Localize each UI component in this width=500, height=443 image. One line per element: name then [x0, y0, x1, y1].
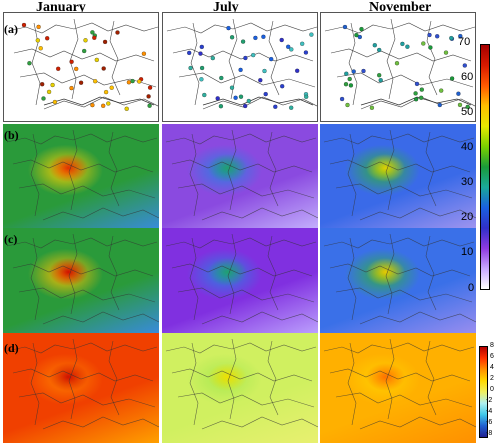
colorbar-main-tick: 0 — [468, 282, 475, 294]
colorbar-main-tick: 60 — [461, 71, 474, 83]
colorbar-main-tick: 10 — [461, 246, 474, 258]
column-title-july: July — [213, 0, 239, 15]
panel-b-november — [320, 124, 476, 234]
colorbar-diff-tick: -8 — [486, 430, 493, 437]
colorbar-main — [480, 44, 490, 290]
colorbar-diff-tick: -6 — [486, 419, 493, 426]
colorbar-diff-tick: 6 — [490, 353, 494, 360]
panel-c-january — [3, 228, 159, 338]
colorbar-diff — [479, 346, 488, 438]
colorbar-main-tick: 20 — [461, 211, 474, 223]
colorbar-diff-tick: -4 — [486, 408, 493, 415]
colorbar-diff-tick: -2 — [486, 397, 493, 404]
colorbar-diff-tick: 2 — [490, 375, 494, 382]
colorbar-diff-tick: 8 — [490, 342, 494, 349]
panel-b-july — [162, 124, 318, 234]
panel-a-january — [3, 12, 159, 122]
panel-c-november — [320, 228, 476, 338]
panel-a-july — [162, 12, 318, 122]
panel-c-july — [162, 228, 318, 338]
column-title-november: November — [369, 0, 432, 15]
colorbar-diff-tick: 4 — [490, 364, 494, 371]
panel-d-january — [3, 333, 159, 443]
colorbar-diff-tick: 0 — [490, 386, 494, 393]
colorbar-main-tick: 50 — [461, 106, 474, 118]
panel-b-january — [3, 124, 159, 234]
panel-a-november — [320, 12, 476, 122]
colorbar-main-tick: 70 — [458, 36, 471, 48]
row-label-d: (d) — [4, 341, 19, 355]
panel-d-november — [320, 333, 476, 443]
colorbar-main-tick: 40 — [461, 141, 474, 153]
colorbar-main-tick: 30 — [461, 176, 474, 188]
panel-d-july — [162, 333, 318, 443]
row-label-c: (c) — [4, 232, 18, 246]
row-label-b: (b) — [4, 128, 19, 142]
row-label-a: (a) — [4, 22, 18, 36]
column-title-january: January — [36, 0, 86, 15]
